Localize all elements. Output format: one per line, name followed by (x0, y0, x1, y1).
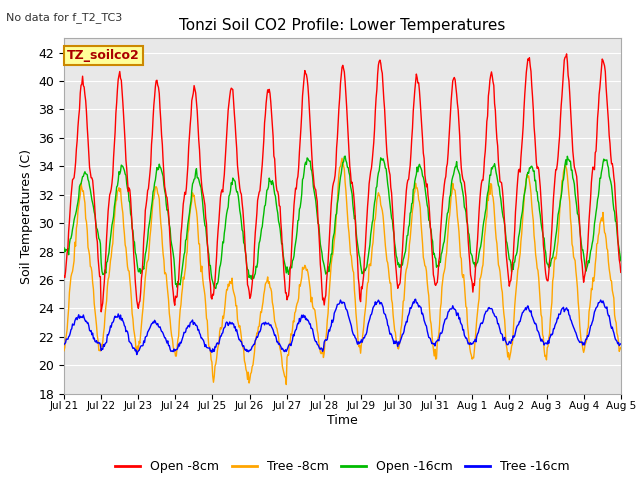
Text: No data for f_T2_TC3: No data for f_T2_TC3 (6, 12, 123, 23)
X-axis label: Time: Time (327, 414, 358, 427)
Y-axis label: Soil Temperatures (C): Soil Temperatures (C) (20, 148, 33, 284)
Text: TZ_soilco2: TZ_soilco2 (67, 49, 140, 62)
Legend: Open -8cm, Tree -8cm, Open -16cm, Tree -16cm: Open -8cm, Tree -8cm, Open -16cm, Tree -… (110, 455, 575, 478)
Title: Tonzi Soil CO2 Profile: Lower Temperatures: Tonzi Soil CO2 Profile: Lower Temperatur… (179, 18, 506, 33)
